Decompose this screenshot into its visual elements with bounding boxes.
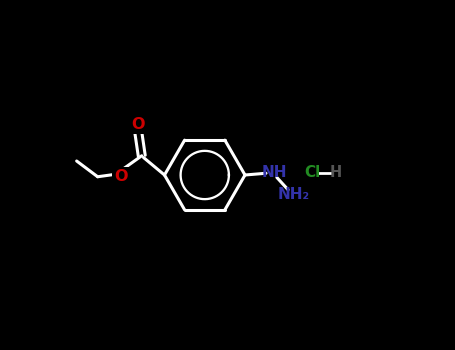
Text: Cl: Cl (304, 165, 321, 180)
Text: NH₂: NH₂ (277, 187, 309, 202)
Text: NH: NH (261, 165, 287, 180)
Text: O: O (114, 169, 127, 184)
Text: O: O (131, 117, 145, 132)
Text: H: H (329, 165, 341, 180)
